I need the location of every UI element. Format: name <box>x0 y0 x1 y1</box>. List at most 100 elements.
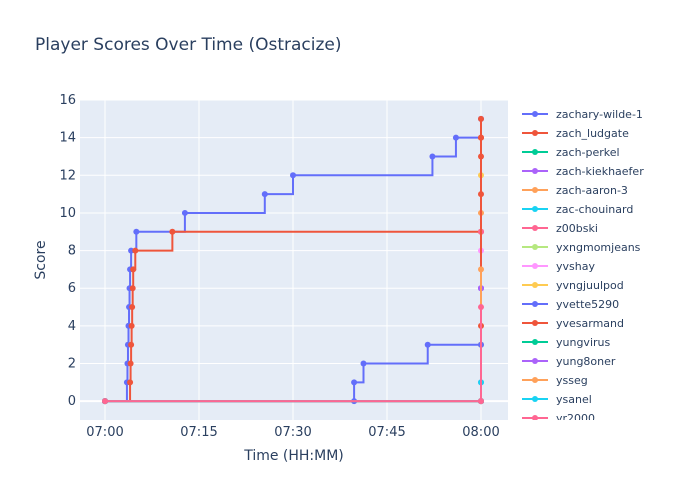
legend-swatch-marker <box>532 320 538 326</box>
y-axis-label: Score <box>33 240 49 279</box>
legend-item[interactable]: ysseg <box>522 374 588 387</box>
legend-label: zachary-wilde-1 <box>556 108 643 121</box>
x-axis-label: Time (HH:MM) <box>243 448 344 464</box>
legend-item[interactable]: yvshay <box>522 260 595 273</box>
data-point <box>127 379 134 386</box>
legend-item[interactable]: yr2000 <box>522 412 595 425</box>
y-tick-label: 0 <box>68 394 76 409</box>
legend-label: yvshay <box>556 260 595 273</box>
legend-item[interactable]: yxngmomjeans <box>522 241 641 254</box>
legend-swatch-marker <box>532 149 538 155</box>
data-point <box>478 398 484 405</box>
data-point <box>478 115 484 122</box>
legend-label: zach_ludgate <box>556 127 629 140</box>
legend-item[interactable]: zach-kiekhaefer <box>522 165 644 178</box>
legend-label: zach-kiekhaefer <box>556 165 644 178</box>
x-tick-label: 07:00 <box>86 425 123 440</box>
data-point <box>478 266 484 273</box>
legend-swatch-marker <box>532 187 538 193</box>
legend-swatch-marker <box>532 206 538 212</box>
data-point <box>102 398 108 405</box>
legend-label: z00bski <box>556 222 598 235</box>
legend-item[interactable]: zach_ludgate <box>522 127 629 140</box>
data-point <box>351 379 358 386</box>
data-point <box>478 304 484 311</box>
chart-title: Player Scores Over Time (Ostracize) <box>35 35 342 55</box>
legend-swatch-marker <box>532 339 538 345</box>
legend-item[interactable]: yvette5290 <box>522 298 619 311</box>
data-point <box>128 341 135 348</box>
data-point <box>130 266 137 273</box>
y-tick-label: 12 <box>59 168 76 183</box>
data-point <box>133 228 140 235</box>
data-point <box>181 209 188 216</box>
axes: 0 2 4 6 8 10 12 14 16 07:00 07:15 07:30 07:45 08:00 <box>59 93 499 440</box>
y-tick-label: 4 <box>68 319 76 334</box>
data-point <box>132 247 139 254</box>
legend-swatch-marker <box>532 377 538 383</box>
data-point <box>129 285 136 292</box>
y-tick-label: 10 <box>59 206 76 221</box>
legend-item[interactable]: zach-aaron-3 <box>522 184 628 197</box>
data-point <box>290 172 296 179</box>
legend-item[interactable]: zachary-wilde-1 <box>522 108 643 121</box>
data-point <box>128 322 135 329</box>
legend-swatch-marker <box>532 263 538 269</box>
legend-swatch-marker <box>532 301 538 307</box>
data-point <box>360 360 367 367</box>
data-point <box>452 134 459 141</box>
data-point <box>261 191 268 198</box>
legend-label: yung8oner <box>556 355 616 368</box>
legend-swatch-marker <box>532 225 538 231</box>
x-tick-label: 07:45 <box>368 425 405 440</box>
y-tick-label: 2 <box>68 357 76 372</box>
legend-label: zac-chouinard <box>556 203 633 216</box>
legend-swatch-marker <box>532 244 538 250</box>
legend-swatch-marker <box>532 130 538 136</box>
series-group <box>102 115 484 405</box>
legend-label: yvngjuulpod <box>556 279 624 292</box>
legend-item[interactable]: zach-perkel <box>522 146 620 159</box>
legend-swatch-marker <box>532 168 538 174</box>
legend-item[interactable]: yvngjuulpod <box>522 279 624 292</box>
y-tick-label: 6 <box>68 281 76 296</box>
legend-label: yvesarmand <box>556 317 624 330</box>
x-tick-label: 08:00 <box>462 425 499 440</box>
data-point <box>129 304 136 311</box>
legend-label: zach-perkel <box>556 146 620 159</box>
legend-item[interactable]: yvesarmand <box>522 317 624 330</box>
plot-area <box>80 100 508 420</box>
series-yr2000 <box>102 304 484 405</box>
y-tick-label: 8 <box>68 244 76 259</box>
legend-label: ysseg <box>556 374 588 387</box>
legend-label: yvette5290 <box>556 298 619 311</box>
legend-label: ysanel <box>556 393 592 406</box>
data-point <box>429 153 436 160</box>
x-tick-label: 07:30 <box>274 425 311 440</box>
data-point <box>127 360 134 367</box>
x-tick-label: 07:15 <box>180 425 217 440</box>
legend-item[interactable]: yung8oner <box>522 355 616 368</box>
y-tick-label: 16 <box>59 93 76 108</box>
legend[interactable]: zachary-wilde-1 zach_ludgate zach-perkel za… <box>522 108 644 425</box>
legend-label: yxngmomjeans <box>556 241 641 254</box>
legend-swatch-marker <box>532 111 538 117</box>
legend-item[interactable]: yungvirus <box>522 336 610 349</box>
legend-swatch-marker <box>532 282 538 288</box>
data-point <box>128 247 135 254</box>
legend-item[interactable]: z00bski <box>522 222 598 235</box>
data-point <box>169 228 176 235</box>
legend-label: yungvirus <box>556 336 610 349</box>
legend-swatch-marker <box>532 358 538 364</box>
legend-item[interactable]: zac-chouinard <box>522 203 633 216</box>
data-point <box>424 341 431 348</box>
legend-item[interactable]: ysanel <box>522 393 592 406</box>
y-tick-label: 14 <box>59 131 76 146</box>
legend-label: yr2000 <box>556 412 595 425</box>
legend-swatch-marker <box>532 396 538 402</box>
legend-label: zach-aaron-3 <box>556 184 628 197</box>
data-point <box>478 134 484 141</box>
legend-swatch-marker <box>532 415 538 420</box>
